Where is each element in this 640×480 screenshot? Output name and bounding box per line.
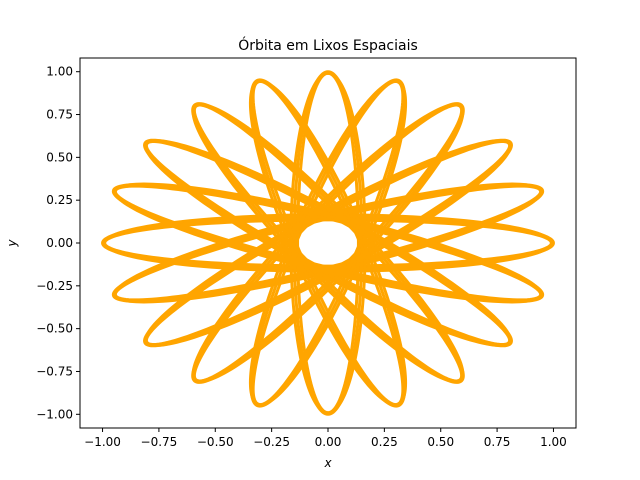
x-tick-label: 0.75 [484, 435, 511, 449]
y-tick-label: −0.50 [36, 322, 73, 336]
x-tick-label: 0.50 [427, 435, 454, 449]
orbit-loop [113, 182, 543, 304]
y-axis-label: y [5, 239, 19, 248]
orbit-loop [249, 78, 407, 408]
x-tick-label: 0.25 [371, 435, 398, 449]
orbit-loop [248, 79, 408, 407]
x-tick-label: −0.50 [197, 435, 234, 449]
y-tick-label: 1.00 [46, 65, 73, 79]
orbit-loop [191, 103, 465, 383]
orbit-loop [248, 79, 408, 407]
y-tick-label: 0.50 [46, 150, 73, 164]
y-tick-label: −0.75 [36, 364, 73, 378]
orbit-loop [292, 70, 364, 416]
orbit-loop [191, 103, 465, 383]
x-tick-label: −0.75 [141, 435, 178, 449]
x-tick-label: 1.00 [540, 435, 567, 449]
orbit-loop [191, 102, 465, 384]
x-tick-label: 0.00 [315, 435, 342, 449]
orbit-loop [113, 182, 543, 304]
orbit-loop [289, 71, 367, 415]
orbit-loop [103, 213, 553, 273]
y-tick-label: −0.25 [36, 279, 73, 293]
orbit-loop [249, 78, 407, 408]
chart-title: Órbita em Lixos Espaciais [238, 36, 418, 54]
y-tick-label: 0.25 [46, 193, 73, 207]
orbit-loop [143, 138, 513, 348]
orbit-loop [144, 139, 512, 347]
y-tick-label: 0.00 [46, 236, 73, 250]
y-axis: −1.00 −0.75 −0.50 −0.25 0.00 0.25 0.50 0.75 1.00 [36, 65, 80, 421]
y-tick-label: 0.75 [46, 108, 73, 122]
x-axis: −1.00 −0.75 −0.50 −0.25 0.00 0.25 0.50 0.75 1.00 [84, 428, 567, 449]
x-axis-label: x [323, 456, 332, 470]
orbit-loop [144, 139, 512, 347]
orbit-loop [191, 102, 465, 384]
orbit-loop [111, 183, 545, 303]
y-tick-label: −1.00 [36, 407, 73, 421]
orbit-loop [111, 183, 545, 303]
orbit-loop [101, 215, 555, 271]
x-tick-label: −0.25 [253, 435, 290, 449]
x-tick-label: −1.00 [84, 435, 121, 449]
orbit-series [101, 70, 555, 416]
orbit-loop [143, 138, 513, 348]
